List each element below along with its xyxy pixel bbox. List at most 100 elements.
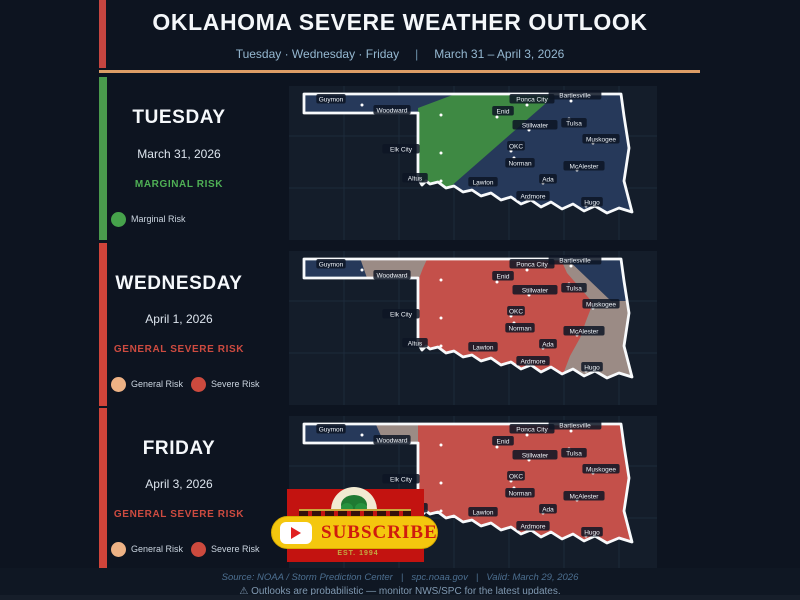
city-dot [439, 509, 443, 513]
city-dot [439, 278, 443, 282]
risk-label-friday: GENERAL SEVERE RISK [113, 509, 245, 520]
city-label-pill [563, 491, 605, 501]
city-label: Muskogee [586, 466, 616, 473]
city-label: Woodward [377, 272, 408, 279]
city-dot [439, 344, 443, 348]
panel-accent-friday [99, 408, 107, 571]
city-label: OKC [509, 143, 523, 150]
city-label: Guymon [319, 96, 344, 103]
city-label-pill [505, 158, 535, 168]
city-label-pill [402, 173, 428, 183]
city-dot [495, 115, 499, 119]
city-label-pill [316, 259, 346, 269]
city-label: Ardmore [521, 193, 546, 200]
subtitle-separator: | [415, 47, 419, 61]
city-label-pill [382, 144, 420, 154]
city-label: Bartlesville [559, 422, 591, 429]
oklahoma-map-wednesday: Guymon Woodward Ponca City Bartlesville Enid… [289, 251, 657, 405]
legend-label: Severe Risk [211, 544, 260, 554]
legend-chip [111, 541, 126, 557]
legend-label: Marginal Risk [131, 214, 186, 224]
city-label: Ardmore [521, 523, 546, 530]
city-label: Hugo [584, 529, 600, 536]
city-label: Altus [408, 175, 423, 182]
panel-accent-tuesday [99, 77, 107, 240]
city-label-pill [509, 94, 555, 104]
city-label: McAlester [570, 493, 600, 500]
city-label: Muskogee [586, 301, 616, 308]
city-label-pill [539, 339, 557, 349]
city-label-pill [516, 191, 550, 201]
city-label-pill [548, 420, 602, 430]
city-label-pill [316, 94, 346, 104]
risk-label-wednesday: GENERAL SEVERE RISK [113, 344, 245, 355]
city-label-pill [492, 106, 514, 116]
city-label: Bartlesville [559, 257, 591, 264]
city-dot [525, 433, 529, 437]
oklahoma-map-tuesday: Guymon Woodward Ponca City Bartlesville Enid… [289, 86, 657, 240]
city-label-pill [548, 90, 602, 100]
city-label: Stillwater [522, 122, 549, 129]
risk-label-tuesday: MARGINAL RISK [134, 179, 224, 190]
city-label: Enid [496, 108, 509, 115]
day-title: WEDNESDAY [108, 273, 250, 295]
city-label: Hugo [584, 199, 600, 206]
legend-label: Severe Risk [211, 379, 260, 389]
city-label-pill [373, 435, 411, 445]
panel-accent-wednesday [99, 243, 107, 406]
city-label: Hugo [584, 364, 600, 371]
subscribe-button[interactable]: SUBSCRIBE [271, 516, 438, 549]
city-label: Norman [508, 325, 532, 332]
city-label-pill [492, 436, 514, 446]
header-divider [99, 70, 700, 73]
established-label: EST. 1994 [337, 550, 379, 557]
city-label: Lawton [473, 179, 494, 186]
day-date-tuesday: March 31, 2026 [137, 147, 221, 161]
city-label: Guymon [319, 426, 344, 433]
city-label-pill [507, 306, 525, 316]
city-label-pill [512, 450, 558, 460]
city-dot [439, 179, 443, 183]
city-label: Tulsa [566, 450, 582, 457]
city-label-pill [512, 285, 558, 295]
city-label: Lawton [473, 509, 494, 516]
city-dot [495, 445, 499, 449]
city-label-pill [382, 309, 420, 319]
city-label-pill [468, 342, 498, 352]
legend-friday: General Risk Severe Risk [111, 541, 268, 557]
city-label: Muskogee [586, 136, 616, 143]
city-dot [439, 316, 443, 320]
page-title: OKLAHOMA SEVERE WEATHER OUTLOOK [152, 9, 648, 35]
city-label-pill [581, 527, 603, 537]
city-label-pill [561, 283, 587, 293]
day-label-tuesday: TUESDAY [132, 107, 226, 128]
city-label: Tulsa [566, 285, 582, 292]
city-label: Ponca City [516, 96, 548, 103]
city-label: Lawton [473, 344, 494, 351]
city-label-pill [582, 299, 620, 309]
header: OKLAHOMA SEVERE WEATHER OUTLOOK Tuesday … [100, 0, 700, 61]
city-label-pill [468, 507, 498, 517]
city-label: Elk City [390, 146, 413, 153]
city-label: Woodward [377, 437, 408, 444]
city-label: Ardmore [521, 358, 546, 365]
city-label: Ada [542, 341, 554, 348]
city-label: Ponca City [516, 426, 548, 433]
city-label: Altus [408, 340, 423, 347]
city-label: Elk City [390, 311, 413, 318]
city-label-pill [402, 338, 428, 348]
city-label: Guymon [319, 261, 344, 268]
city-dot [569, 429, 573, 433]
city-label-pill [563, 326, 605, 336]
city-label-pill [539, 174, 557, 184]
legend-chip [111, 376, 126, 392]
city-label-pill [509, 259, 555, 269]
city-dot [569, 264, 573, 268]
city-label: OKC [509, 473, 523, 480]
footer-strip [0, 568, 800, 600]
city-label-pill [505, 488, 535, 498]
city-label-pill [561, 118, 587, 128]
subtitle-dates: March 31 – April 3, 2026 [434, 47, 565, 61]
city-label: Ponca City [516, 261, 548, 268]
marginal-risk-area [418, 94, 561, 190]
